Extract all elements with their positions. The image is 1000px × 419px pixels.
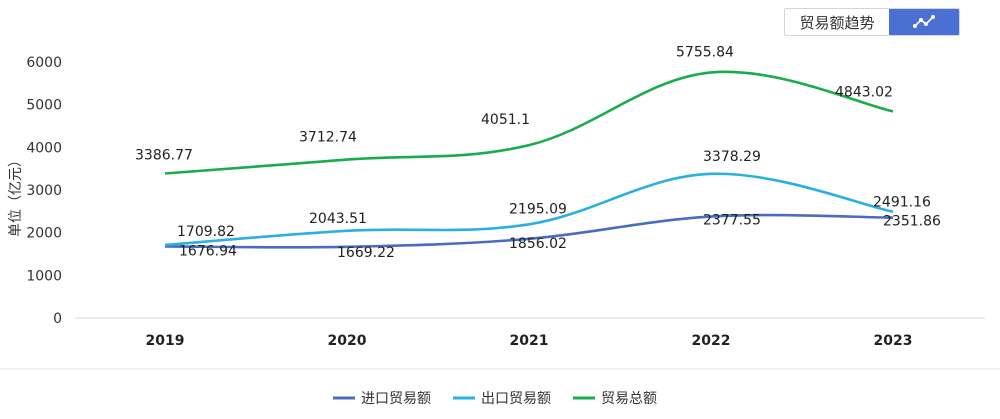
data-label: 2377.55 xyxy=(703,213,761,229)
x-tick-label: 2020 xyxy=(328,333,367,349)
y-tick-label: 5000 xyxy=(26,98,62,114)
legend-item[interactable]: 进口贸易额 xyxy=(333,391,431,407)
y-tick-label: 3000 xyxy=(26,183,62,199)
data-label: 4051.1 xyxy=(481,112,530,128)
data-label: 3712.74 xyxy=(299,130,357,146)
data-label: 4843.02 xyxy=(835,84,893,100)
data-label: 2043.51 xyxy=(309,211,367,227)
data-label: 2351.86 xyxy=(883,214,941,230)
x-tick-label: 2022 xyxy=(692,333,731,349)
line-chart-icon xyxy=(913,15,935,28)
y-tick-label: 4000 xyxy=(26,140,62,156)
data-label: 1669.22 xyxy=(337,245,395,261)
x-tick-label: 2019 xyxy=(146,333,185,349)
y-tick-label: 1000 xyxy=(26,268,62,284)
trade-trend-tab[interactable]: 贸易额趋势 xyxy=(799,13,875,32)
data-label: 2195.09 xyxy=(509,201,567,217)
series-line xyxy=(164,172,894,247)
data-label: 2491.16 xyxy=(873,195,931,211)
legend-label: 贸易总额 xyxy=(601,391,657,407)
x-tick-label: 2023 xyxy=(874,333,913,349)
legend-item[interactable]: 出口贸易额 xyxy=(453,391,551,407)
series-line xyxy=(164,70,894,175)
legend-label: 出口贸易额 xyxy=(481,391,551,407)
data-label: 5755.84 xyxy=(676,44,734,60)
data-label: 1709.82 xyxy=(177,224,235,240)
legend-label: 进口贸易额 xyxy=(361,391,431,407)
legend-item[interactable]: 贸易总额 xyxy=(573,391,657,407)
y-axis-label: 单位（亿元） xyxy=(8,153,24,237)
y-tick-label: 2000 xyxy=(26,226,62,242)
y-tick-label: 0 xyxy=(53,311,62,327)
data-label: 1856.02 xyxy=(509,236,567,252)
chart-view-toggle: 贸易额趋势 xyxy=(784,8,960,36)
line-view-button[interactable] xyxy=(889,9,959,35)
data-label: 1676.94 xyxy=(179,243,237,259)
data-label: 3378.29 xyxy=(703,149,761,165)
series-line xyxy=(164,213,894,249)
x-tick-label: 2021 xyxy=(510,333,549,349)
data-label: 3386.77 xyxy=(135,147,193,163)
y-axis-title: 单位（亿元） xyxy=(8,153,24,237)
y-tick-label: 6000 xyxy=(26,55,62,71)
